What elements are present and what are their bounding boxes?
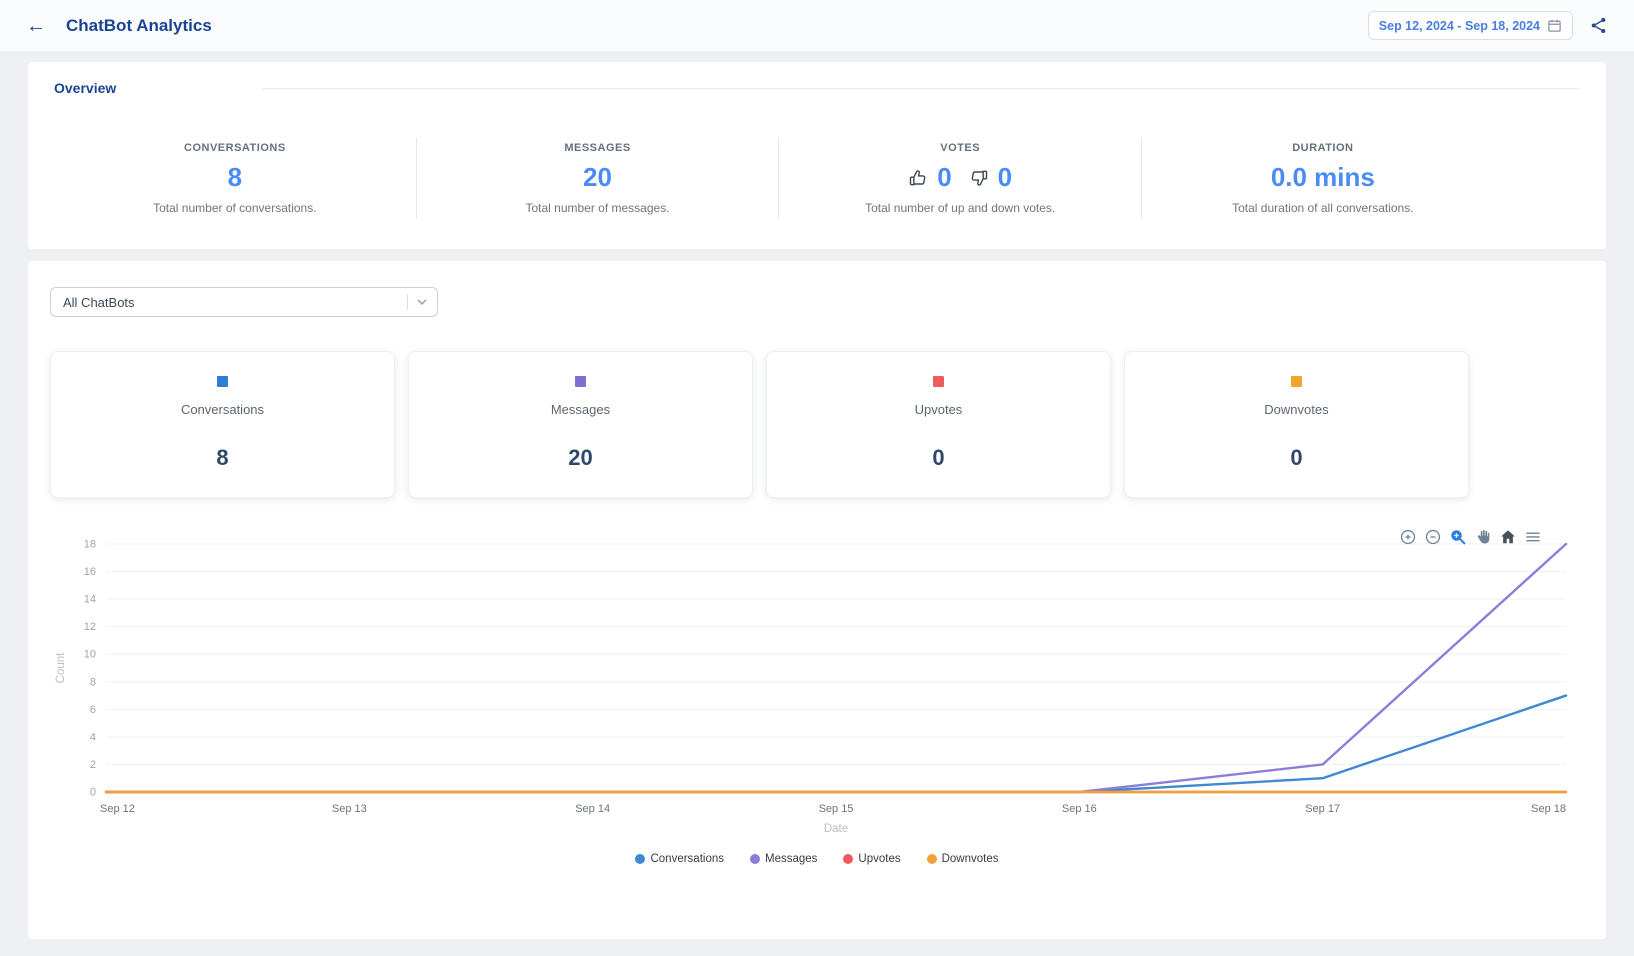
- stat-desc: Total number of messages.: [525, 201, 670, 215]
- card-upvotes: Upvotes 0: [765, 351, 1111, 498]
- card-value: 0: [932, 445, 945, 470]
- svg-text:0: 0: [90, 787, 96, 799]
- svg-text:Sep 18: Sep 18: [1531, 803, 1566, 815]
- legend-dot: [843, 854, 854, 864]
- svg-text:4: 4: [90, 731, 96, 743]
- stat-duration: DURATION 0.0 mins Total duration of all …: [1142, 138, 1504, 219]
- svg-text:2: 2: [90, 759, 96, 771]
- section-divider: [262, 87, 1580, 89]
- page-title: ChatBot Analytics: [66, 15, 212, 35]
- legend-item-upvotes[interactable]: Upvotes: [843, 853, 901, 865]
- stat-desc: Total duration of all conversations.: [1232, 201, 1414, 215]
- svg-text:12: 12: [84, 621, 96, 633]
- legend-label: Downvotes: [941, 853, 999, 865]
- series-color-swatch: [216, 376, 228, 387]
- summary-cards-row: Conversations 8 Messages 20 Upvotes 0 Do…: [50, 351, 1469, 498]
- legend-item-messages[interactable]: Messages: [750, 853, 817, 865]
- selection-zoom-icon[interactable]: [1449, 528, 1467, 546]
- stat-value: 8: [227, 162, 243, 192]
- thumbs-up-icon: [909, 169, 926, 185]
- card-label: Messages: [550, 402, 611, 417]
- card-conversations: Conversations 8: [50, 351, 395, 498]
- svg-text:Count: Count: [55, 652, 67, 683]
- share-button[interactable]: [1589, 16, 1608, 35]
- downvotes-count: 0: [997, 162, 1013, 192]
- analytics-chart: 0 2 4 6 8 10 12 14 16 18 Sep 12 Sep 13 Sep 14 Sep 15 S…: [50, 526, 1584, 865]
- svg-text:14: 14: [84, 594, 96, 606]
- series-color-swatch: [1290, 376, 1302, 387]
- stat-label: VOTES: [940, 142, 981, 154]
- overview-stats-row: CONVERSATIONS 8 Total number of conversa…: [54, 138, 1504, 219]
- line-chart-canvas[interactable]: 0 2 4 6 8 10 12 14 16 18 Sep 12 Sep 13 Sep 14 Sep 15 S…: [50, 526, 1596, 843]
- card-value: 8: [216, 445, 229, 470]
- card-messages: Messages 20: [407, 351, 753, 498]
- overview-section-title: Overview: [54, 80, 117, 96]
- analytics-panel: All ChatBots Conversations 8 Messages 20…: [28, 261, 1606, 939]
- stat-value: 0.0 mins: [1270, 162, 1375, 192]
- stat-messages: MESSAGES 20 Total number of messages.: [417, 138, 780, 219]
- card-label: Upvotes: [914, 402, 963, 417]
- card-downvotes: Downvotes 0: [1123, 351, 1469, 498]
- legend-dot: [926, 854, 937, 864]
- stat-label: CONVERSATIONS: [184, 142, 286, 154]
- svg-text:Sep 12: Sep 12: [100, 803, 135, 815]
- card-value: 0: [1290, 445, 1303, 470]
- legend-label: Messages: [765, 853, 818, 865]
- legend-dot: [635, 854, 646, 864]
- zoom-in-icon[interactable]: [1399, 528, 1417, 546]
- stat-desc: Total number of conversations.: [153, 201, 317, 215]
- select-divider: [407, 294, 408, 310]
- stat-value: 20: [583, 162, 612, 192]
- chevron-down-icon: [417, 299, 427, 306]
- menu-icon[interactable]: [1524, 528, 1542, 546]
- zoom-out-icon[interactable]: [1424, 528, 1442, 546]
- chatbot-select[interactable]: All ChatBots: [50, 287, 438, 317]
- stat-label: MESSAGES: [564, 142, 631, 154]
- svg-text:10: 10: [84, 649, 96, 661]
- card-label: Downvotes: [1264, 402, 1329, 417]
- chart-legend: Conversations Messages Upvotes Downvotes: [50, 853, 1584, 865]
- svg-text:6: 6: [90, 704, 96, 716]
- share-icon: [1591, 17, 1606, 34]
- stat-label: DURATION: [1292, 142, 1354, 154]
- legend-label: Upvotes: [858, 853, 901, 865]
- svg-text:Sep 17: Sep 17: [1305, 803, 1340, 815]
- legend-label: Conversations: [650, 853, 724, 865]
- chart-toolbar: [1399, 528, 1542, 546]
- upvotes-count: 0: [937, 162, 952, 192]
- svg-text:18: 18: [84, 539, 96, 551]
- thumbs-down-icon: [971, 170, 987, 186]
- pan-icon[interactable]: [1474, 528, 1492, 546]
- legend-dot: [750, 854, 760, 864]
- svg-text:Sep 14: Sep 14: [575, 803, 610, 815]
- stat-conversations: CONVERSATIONS 8 Total number of conversa…: [54, 138, 417, 219]
- svg-text:16: 16: [84, 566, 96, 578]
- legend-item-conversations[interactable]: Conversations: [635, 853, 724, 865]
- date-range-picker[interactable]: Sep 12, 2024 - Sep 18, 2024: [1367, 11, 1573, 40]
- home-icon[interactable]: [1499, 528, 1517, 546]
- svg-text:Sep 15: Sep 15: [819, 803, 854, 815]
- calendar-icon: [1548, 19, 1561, 32]
- svg-text:Sep 13: Sep 13: [332, 803, 367, 815]
- overview-panel: Overview CONVERSATIONS 8 Total number of…: [28, 62, 1606, 249]
- top-header: ← ChatBot Analytics Sep 12, 2024 - Sep 1…: [0, 0, 1634, 52]
- svg-text:Date: Date: [824, 823, 848, 835]
- svg-text:8: 8: [90, 676, 96, 688]
- chatbot-select-value: All ChatBots: [63, 294, 135, 310]
- card-value: 20: [568, 445, 593, 470]
- stat-votes: VOTES 0 0 Total number of up and down vo…: [779, 138, 1143, 219]
- date-range-value: Sep 12, 2024 - Sep 18, 2024: [1378, 18, 1540, 33]
- back-button[interactable]: ←: [26, 14, 46, 37]
- stat-desc: Total number of up and down votes.: [865, 201, 1056, 215]
- svg-text:Sep 16: Sep 16: [1062, 803, 1097, 815]
- series-color-swatch: [932, 376, 944, 387]
- card-label: Conversations: [180, 402, 265, 417]
- series-color-swatch: [574, 376, 586, 387]
- legend-item-downvotes[interactable]: Downvotes: [926, 853, 999, 865]
